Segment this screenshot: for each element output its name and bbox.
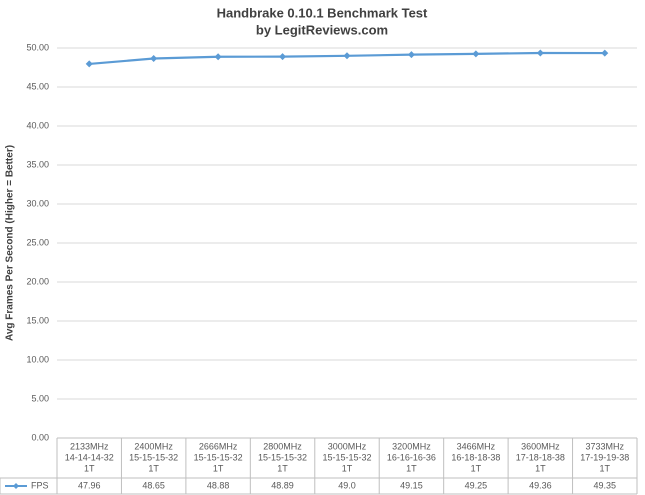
x-tick-label: 16-18-18-38 <box>451 452 500 462</box>
x-tick-label: 3000MHz <box>328 441 367 451</box>
x-tick-label: 14-14-14-32 <box>65 452 114 462</box>
y-tick-label: 30.00 <box>26 198 49 208</box>
marker <box>601 49 609 57</box>
x-tick-label: 2800MHz <box>263 441 302 451</box>
marker <box>150 55 158 63</box>
y-tick-label: 40.00 <box>26 120 49 130</box>
x-tick-label: 16-16-16-36 <box>387 452 436 462</box>
x-tick-label: 2400MHz <box>134 441 173 451</box>
y-tick-label: 45.00 <box>26 81 49 91</box>
marker <box>343 52 351 60</box>
x-tick-label: 2666MHz <box>199 441 238 451</box>
y-tick-label: 25.00 <box>26 237 49 247</box>
table-value: 49.0 <box>338 480 356 490</box>
x-tick-label: 1T <box>406 463 417 473</box>
x-tick-label: 15-15-15-32 <box>129 452 178 462</box>
y-tick-label: 5.00 <box>31 393 49 403</box>
x-tick-label: 3466MHz <box>457 441 496 451</box>
x-tick-label: 15-15-15-32 <box>194 452 243 462</box>
y-tick-label: 35.00 <box>26 159 49 169</box>
y-tick-label: 20.00 <box>26 276 49 286</box>
marker <box>536 49 544 57</box>
table-value: 49.25 <box>465 480 488 490</box>
x-tick-label: 17-19-19-38 <box>580 452 629 462</box>
y-tick-label: 10.00 <box>26 354 49 364</box>
x-tick-label: 1T <box>277 463 288 473</box>
x-tick-label: 17-18-18-38 <box>516 452 565 462</box>
x-tick-label: 1T <box>471 463 482 473</box>
marker <box>472 50 480 58</box>
marker <box>407 51 415 59</box>
legend-label: FPS <box>31 480 49 490</box>
y-tick-label: 15.00 <box>26 315 49 325</box>
x-tick-label: 1T <box>535 463 546 473</box>
x-tick-label: 1T <box>148 463 159 473</box>
x-tick-label: 15-15-15-32 <box>322 452 371 462</box>
marker <box>85 60 93 68</box>
y-axis-label: Avg Frames Per Second (Higher = Better) <box>5 145 16 341</box>
y-tick-label: 50.00 <box>26 42 49 52</box>
x-tick-label: 2133MHz <box>70 441 109 451</box>
table-value: 48.88 <box>207 480 230 490</box>
chart-subtitle: by LegitReviews.com <box>256 22 388 37</box>
x-tick-label: 3600MHz <box>521 441 560 451</box>
table-value: 49.35 <box>594 480 617 490</box>
marker <box>214 53 222 61</box>
x-tick-label: 15-15-15-32 <box>258 452 307 462</box>
table-value: 47.96 <box>78 480 101 490</box>
table-value: 48.65 <box>142 480 165 490</box>
table-value: 48.89 <box>271 480 294 490</box>
x-tick-label: 3733MHz <box>586 441 625 451</box>
chart-title: Handbrake 0.10.1 Benchmark Test <box>217 5 428 20</box>
y-tick-label: 0.00 <box>31 432 49 442</box>
x-tick-label: 1T <box>342 463 353 473</box>
x-tick-label: 1T <box>600 463 611 473</box>
table-value: 49.15 <box>400 480 423 490</box>
x-tick-label: 1T <box>213 463 224 473</box>
legend-marker <box>13 483 19 489</box>
x-tick-label: 1T <box>84 463 95 473</box>
table-value: 49.36 <box>529 480 552 490</box>
marker <box>279 53 287 61</box>
x-tick-label: 3200MHz <box>392 441 431 451</box>
